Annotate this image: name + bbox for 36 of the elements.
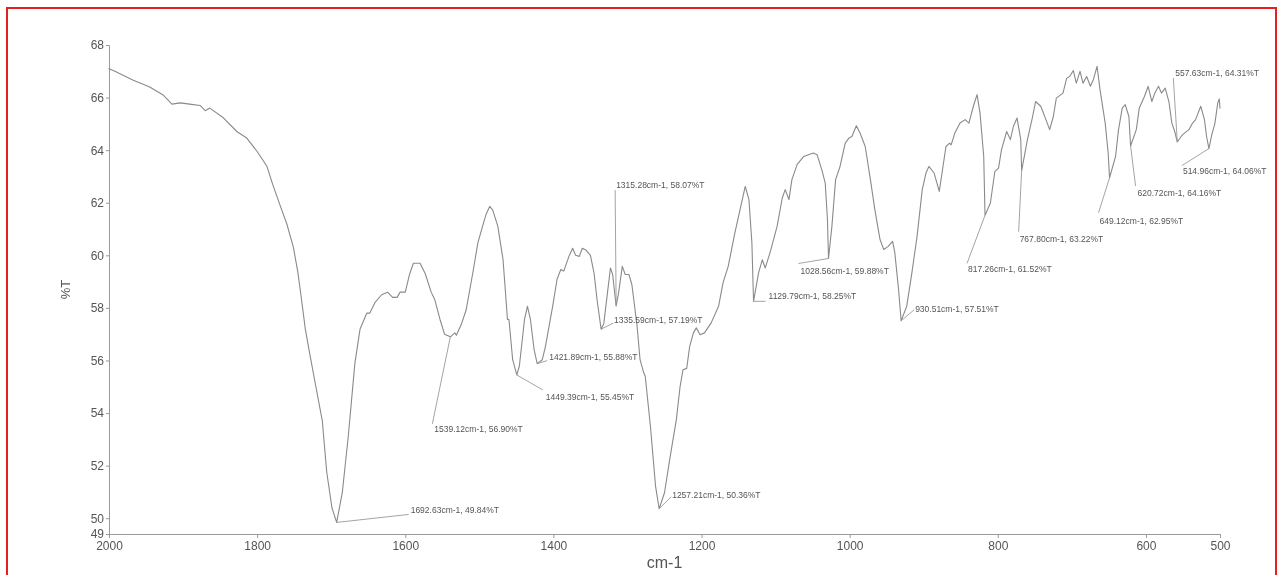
annotation: 1539.12cm-1, 56.90%T [434, 423, 523, 434]
y-tick-label: 66 [90, 90, 105, 105]
y-tick-label: 62 [90, 196, 105, 211]
annotation: 1692.63cm-1, 49.84%T [410, 505, 500, 516]
annotation: 557.63cm-1, 64.31%T [1175, 68, 1259, 79]
annotation: 1315.28cm-1, 58.07%T [616, 180, 705, 191]
x-tick-label: 800 [988, 538, 1009, 553]
y-tick-label: 54 [90, 406, 105, 421]
x-tick-label: 1000 [836, 538, 864, 553]
y-tick-label: 68 [90, 38, 105, 53]
x-tick-label: 500 [1210, 538, 1231, 553]
annotation: 1421.89cm-1, 55.88%T [549, 351, 638, 362]
y-axis-title: %T [58, 279, 73, 300]
y-tick-label: 58 [90, 301, 105, 316]
x-tick-label: 1600 [392, 538, 420, 553]
x-tick-label: 1800 [244, 538, 272, 553]
annotation: 1449.39cm-1, 55.45%T [545, 391, 635, 402]
annotation: 817.26cm-1, 61.52%T [968, 264, 1052, 275]
annotation: 1129.79cm-1, 58.25%T [768, 291, 857, 302]
x-tick-label: 1200 [688, 538, 716, 553]
y-tick-label: 64 [90, 143, 105, 158]
y-tick-label: 56 [90, 353, 105, 368]
annotation: 514.96cm-1, 64.06%T [1182, 165, 1267, 176]
annotation: 1028.56cm-1, 59.88%T [800, 266, 889, 277]
annotation: 767.80cm-1, 63.22%T [1019, 233, 1104, 244]
annotation: 930.51cm-1, 57.51%T [915, 303, 999, 314]
annotation: 649.12cm-1, 62.95%T [1099, 215, 1184, 226]
annotation: 1257.21cm-1, 50.36%T [672, 489, 761, 500]
annotation: 620.72cm-1, 64.16%T [1137, 187, 1222, 198]
y-tick-label: 60 [90, 248, 105, 263]
x-axis-title: cm-1 [646, 554, 683, 571]
y-tick-label: 52 [90, 458, 105, 473]
x-tick-label: 1400 [540, 538, 568, 553]
x-tick-label: 600 [1136, 538, 1157, 553]
y-tick-label: 50 [90, 511, 105, 526]
annotation: 1335.59cm-1, 57.19%T [614, 315, 703, 326]
